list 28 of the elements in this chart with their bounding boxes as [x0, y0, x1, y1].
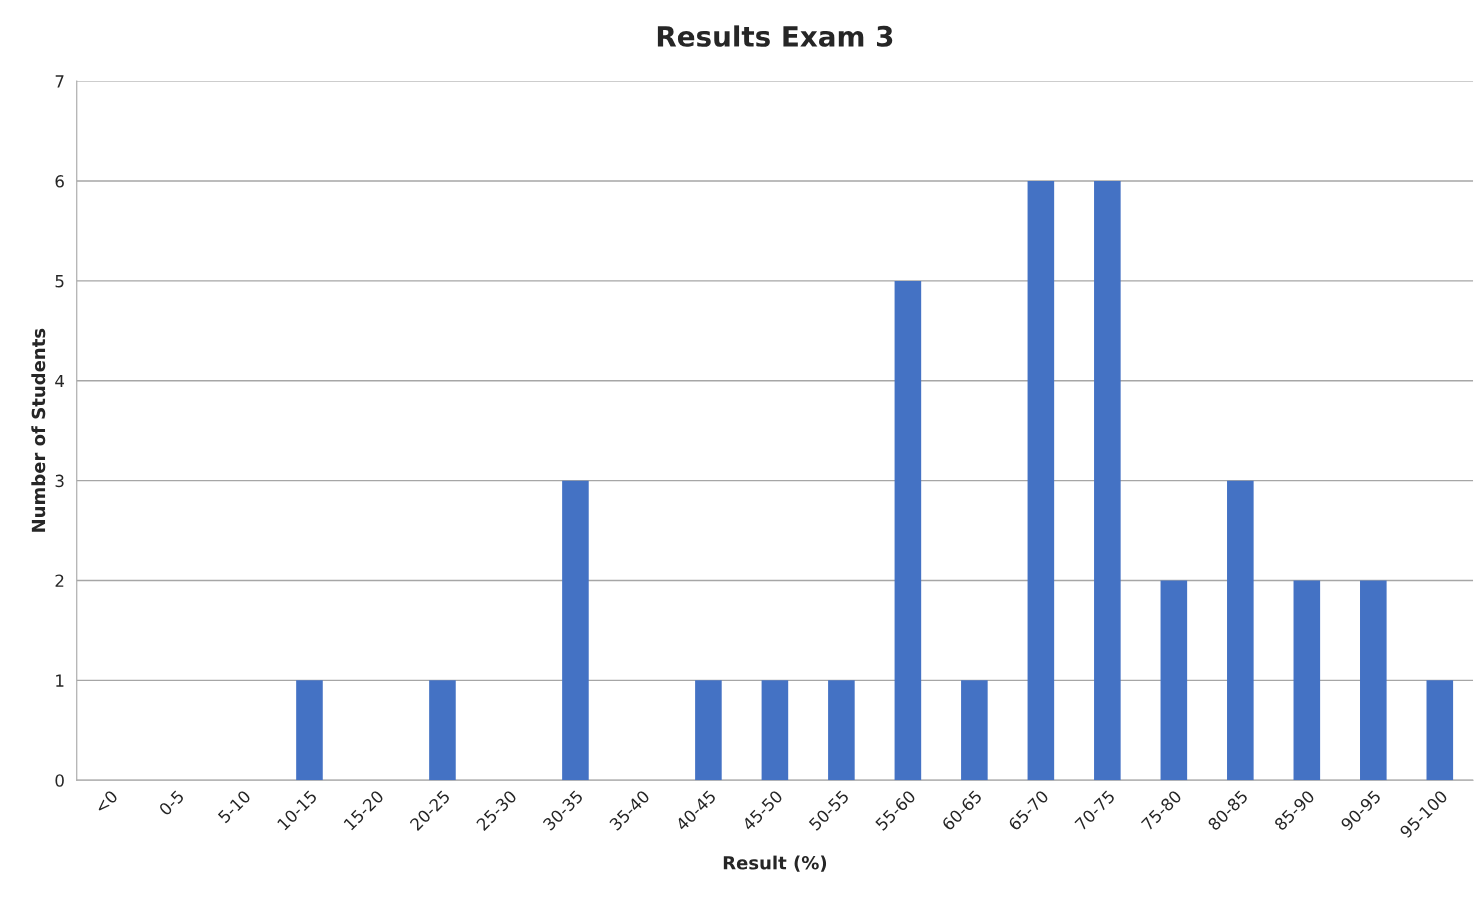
bar	[1160, 580, 1188, 781]
y-tick-label: 6	[55, 175, 64, 188]
bar	[961, 680, 988, 781]
bar	[1360, 580, 1387, 781]
chart-title: Results Exam 3	[657, 25, 893, 47]
bar	[1027, 181, 1055, 781]
bar	[1426, 680, 1454, 781]
x-tick-label: <0	[94, 789, 119, 814]
bar	[429, 680, 456, 781]
y-tick-label: 5	[55, 275, 64, 288]
bar	[828, 680, 855, 781]
bar	[562, 480, 589, 781]
bar	[1227, 480, 1254, 781]
y-tick-label: 2	[55, 574, 64, 587]
bar	[761, 680, 789, 781]
y-axis-title: Number of Students	[31, 328, 46, 532]
y-tick-label: 0	[55, 774, 64, 787]
y-tick-label: 3	[55, 474, 64, 488]
bar	[1094, 181, 1121, 781]
y-tick-label: 4	[55, 374, 65, 388]
y-tick-label: 1	[56, 674, 64, 687]
bar	[695, 680, 722, 781]
bar	[894, 280, 922, 781]
x-tick-label: 0-5	[158, 789, 185, 817]
bar	[296, 680, 323, 781]
x-axis-title: Result (%)	[723, 855, 827, 872]
y-tick-label: 7	[55, 75, 64, 88]
bar	[1293, 580, 1321, 781]
